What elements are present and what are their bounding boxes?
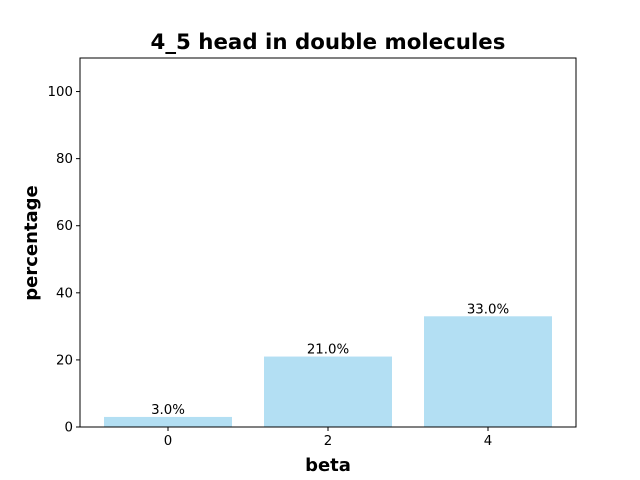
data-label-4: 33.0% (467, 302, 509, 317)
chart-title: 4_5 head in double molecules (151, 30, 506, 55)
x-tick-label-2: 2 (324, 434, 332, 449)
data-label-0: 3.0% (151, 403, 185, 418)
y-tick-label-60: 60 (56, 219, 73, 234)
x-axis-label: beta (305, 455, 351, 476)
bar-4 (424, 316, 552, 427)
bars-group (104, 316, 552, 427)
y-tick-label-40: 40 (56, 286, 73, 301)
y-axis-label: percentage (21, 185, 42, 301)
data-label-2: 21.0% (307, 343, 349, 358)
bar-0 (104, 416, 232, 427)
y-tick-label-20: 20 (56, 353, 73, 368)
bar-2 (264, 356, 392, 427)
y-axis-ticks: 0 20 40 60 80 100 (48, 85, 80, 436)
data-labels-group: 3.0% 21.0% 33.0% (151, 302, 509, 418)
x-axis-ticks: 0 2 4 (164, 427, 492, 449)
x-tick-label-4: 4 (484, 434, 492, 449)
y-tick-label-0: 0 (65, 421, 73, 436)
y-tick-label-80: 80 (56, 152, 73, 167)
x-tick-label-0: 0 (164, 434, 172, 449)
y-tick-label-100: 100 (48, 85, 73, 100)
plot-frame (79, 57, 577, 428)
